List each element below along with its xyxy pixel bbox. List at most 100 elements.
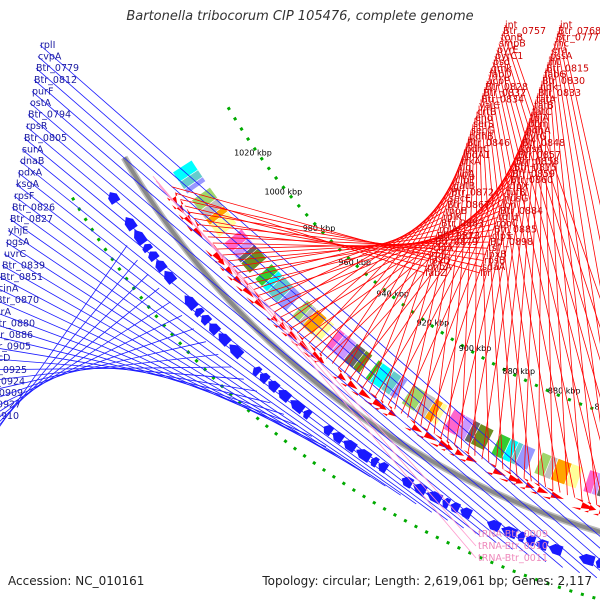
callout-line [242, 229, 440, 279]
cog-block [179, 170, 203, 190]
cog-block [455, 416, 475, 440]
cog-block [325, 329, 346, 351]
gene-arrow [178, 208, 194, 226]
callout-line [203, 230, 432, 255]
gene-label: Btr_0833 [538, 88, 581, 99]
gene-label: Btr_0757 [503, 26, 546, 37]
gene-label: gmk [491, 63, 512, 74]
gene-label: tatB [534, 101, 554, 112]
gene-label: rplU [498, 212, 518, 223]
gene-arrow [429, 433, 454, 450]
callout-line [0, 245, 128, 427]
scale-tick-label: 880 kbp [502, 367, 535, 376]
gene-label: Btr_0839 [2, 260, 45, 271]
gene-arrow [303, 409, 313, 420]
callout-line [504, 24, 600, 300]
gene-arrow [205, 243, 225, 266]
gene-arrow [343, 440, 358, 454]
callout-line [538, 80, 543, 485]
gene-label: Btr_0834 [481, 94, 524, 105]
gene-label: ksgA [16, 179, 39, 190]
callout-line [447, 124, 474, 442]
gene-label: pnbA [427, 262, 452, 273]
rna-label: tRNA-Btr_0010 [478, 541, 548, 552]
gene-label: Btr_0883 [441, 218, 484, 229]
cog-block [591, 472, 600, 496]
gene-label: rpsF [14, 191, 34, 202]
callout-line [454, 117, 531, 446]
gene-label: Btr_0815 [546, 63, 589, 74]
gene-label: Btr_0805 [24, 133, 67, 144]
cog-block [224, 229, 249, 252]
gene-arrow [246, 290, 267, 312]
gene-label: Btr_0851 [0, 272, 43, 283]
cog-block [267, 276, 294, 303]
gene-label: uvrC [4, 249, 27, 260]
cog-block [184, 177, 206, 194]
callout-line [553, 43, 600, 345]
callout-line [193, 218, 430, 261]
gene-label: pyrE [497, 45, 519, 56]
callout-line [486, 80, 546, 488]
gene-label: Btr_0794 [28, 110, 71, 121]
map-title: Bartonella tribocorum CIP 105476, comple… [126, 9, 474, 24]
callout-line [481, 105, 535, 460]
gene-arrow [571, 497, 597, 510]
gene-label: yhjE [8, 226, 28, 237]
gene-label: eno [475, 113, 493, 124]
gene-label: lon [502, 200, 516, 211]
gene-label: fabG [544, 70, 567, 81]
gene-arrow [229, 344, 245, 360]
topology-summary: Topology: circular; Length: 2,619,061 bp… [262, 574, 592, 588]
gene-label: lpdA1 [463, 150, 490, 161]
gene-label: lpxB [486, 249, 507, 260]
gene-arrow [363, 391, 387, 410]
gene-arrow [356, 449, 373, 463]
gene-label: lpxD [429, 256, 451, 267]
callout-line [0, 276, 341, 458]
gene-label: Btr_0910 [0, 411, 19, 422]
callout-line [252, 223, 442, 291]
callout-line [394, 148, 466, 410]
gene-label: pdhB [469, 132, 494, 143]
gene-arrow [501, 526, 519, 540]
gene-label: rnc [554, 39, 569, 50]
callout-line [492, 62, 590, 503]
gene-label: rplA [439, 225, 459, 236]
gene-arrow [542, 487, 564, 500]
gene-arrow [278, 389, 293, 404]
cog-block [583, 470, 598, 494]
callout-line [381, 155, 464, 401]
callout-line [263, 216, 444, 302]
gene-label: clpP [455, 175, 475, 186]
gene-arrow [592, 504, 600, 516]
gene-label: tpiA [530, 113, 549, 124]
gene-arrow [370, 456, 380, 468]
callout-line [27, 114, 563, 568]
cog-block [510, 442, 524, 465]
cog-block [464, 420, 481, 444]
cog-block [381, 371, 402, 395]
cog-block [302, 309, 327, 335]
cog-block [432, 403, 448, 425]
gene-label: Btr_0875 [514, 163, 557, 174]
gene-label: Btr_0830 [542, 76, 585, 87]
callout-line [0, 354, 219, 380]
gene-label: rpsB [484, 256, 505, 267]
gene-label: fabZ [425, 268, 447, 279]
gene-label: surA [22, 144, 44, 155]
gene-label: Btr_0858 [516, 156, 559, 167]
callout-line [551, 49, 600, 423]
gene-label: tig [459, 163, 471, 174]
gene-label: Btr_0832 [483, 88, 526, 99]
gene-label: ndk [540, 82, 558, 93]
gene-arrow [219, 260, 233, 275]
gene-arrow [449, 444, 465, 457]
gene-arrow [252, 366, 263, 377]
gene-arrow [498, 469, 524, 484]
callout-line [232, 235, 438, 268]
callout-line [0, 259, 138, 425]
gene-label: tatC [532, 107, 552, 118]
cog-block [173, 160, 198, 182]
